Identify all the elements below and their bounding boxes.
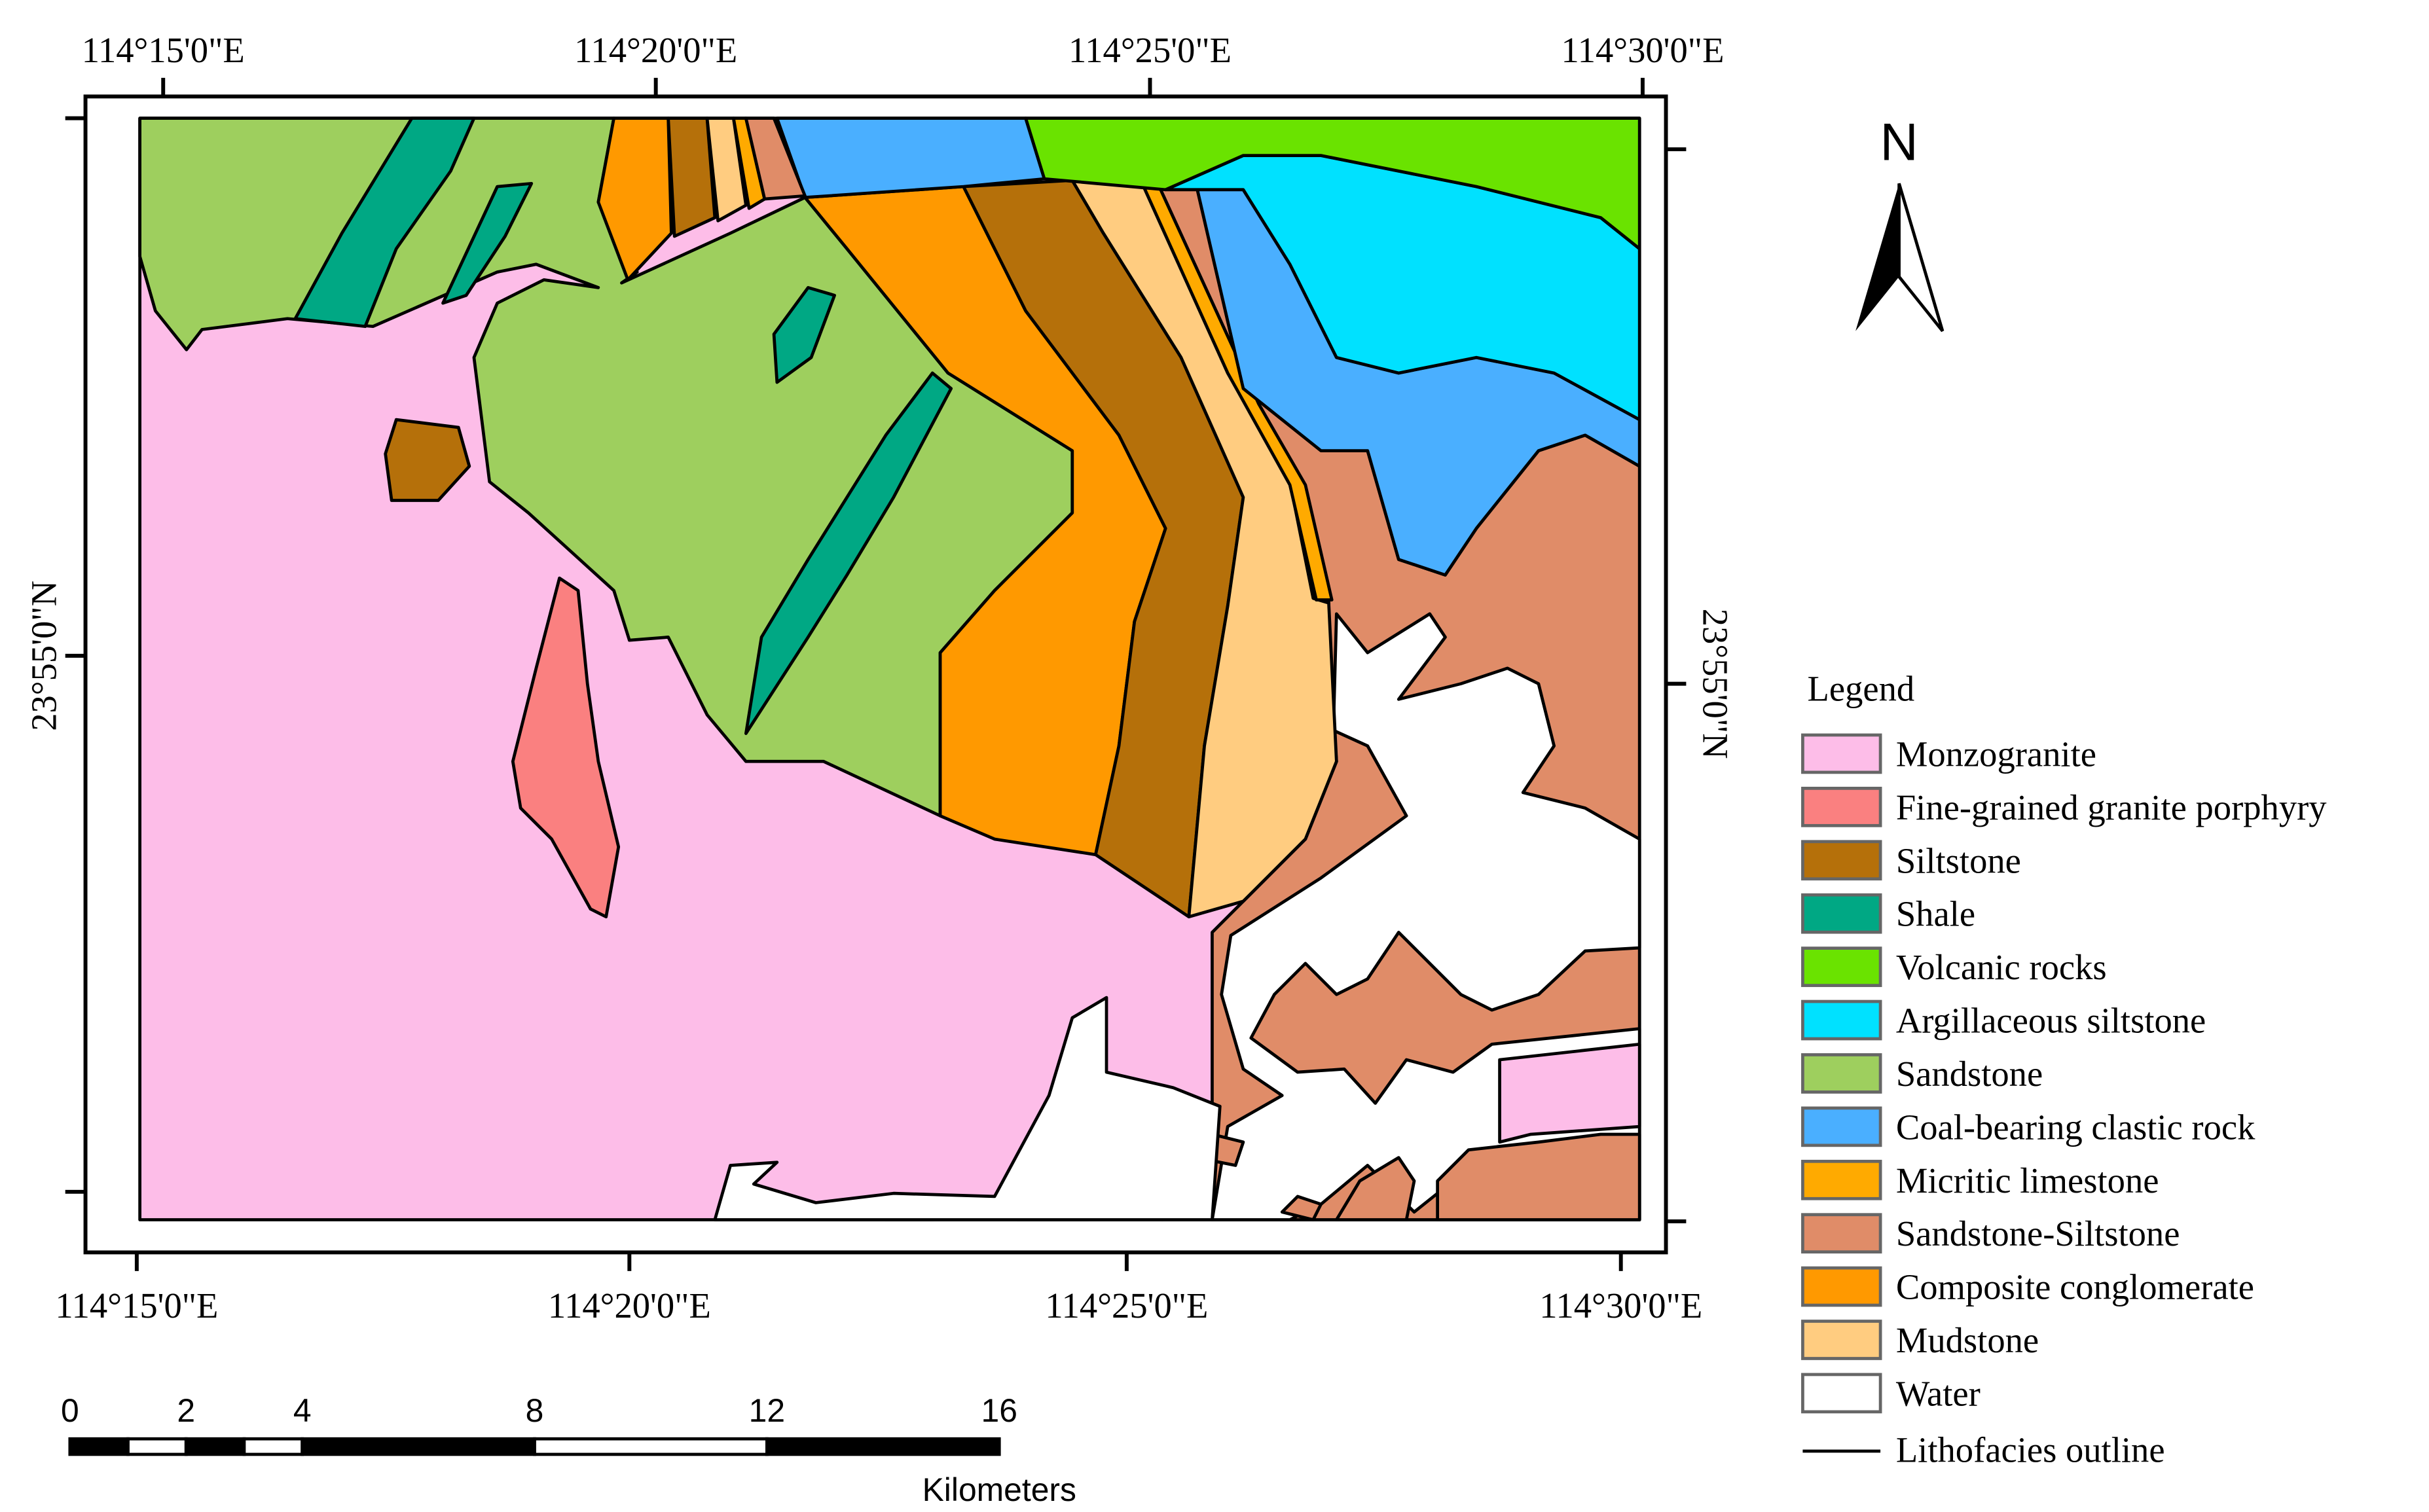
arrow-left (1855, 183, 1899, 331)
scale-label: 0 (61, 1392, 79, 1429)
legend-label: Composite conglomerate (1896, 1267, 2254, 1307)
north-label: N (1880, 113, 1918, 172)
legend-swatch (1801, 946, 1882, 987)
map-frame (83, 94, 1668, 1255)
legend-label: Argillaceous siltstone (1896, 1001, 2206, 1041)
bottom-coordinate: 114°25'0"E (1045, 1286, 1208, 1325)
scale-label: 2 (177, 1392, 195, 1429)
arrow-right (1897, 183, 1945, 333)
legend-label: Mudstone (1896, 1320, 2039, 1360)
lithofacies-unit (384, 418, 471, 502)
lithofacies-unit (293, 117, 476, 329)
lithofacies-unit (1141, 181, 1334, 602)
lithofacies-unit (1498, 1042, 1641, 1144)
top-coordinate: 114°15'0"E (82, 30, 245, 70)
lithofacies-unit (511, 576, 621, 919)
scale-segment (533, 1437, 769, 1456)
scale-unit: Kilometers (922, 1471, 1076, 1508)
top-coordinate: 114°30'0"E (1561, 30, 1724, 70)
legend-label: Micritic limestone (1896, 1161, 2159, 1200)
legend-swatch (1801, 840, 1882, 881)
lithofacies-unit (705, 117, 748, 223)
scale-label: 16 (981, 1392, 1017, 1429)
legend-swatch (1801, 786, 1882, 827)
scale-label: 4 (293, 1392, 312, 1429)
legend-title: Legend (1808, 669, 1915, 709)
scale-segment (765, 1437, 1001, 1456)
legend-swatch (1801, 1213, 1882, 1254)
legend-label: Sandstone-Siltstone (1896, 1214, 2180, 1253)
north-arrow: N (1855, 113, 1945, 333)
frame-ticks (65, 77, 1687, 1271)
scale-segment (301, 1437, 536, 1456)
legend-label: Sandstone (1896, 1054, 2043, 1094)
legend-label: Monzogranite (1896, 734, 2096, 774)
bottom-coordinate: 114°30'0"E (1539, 1286, 1702, 1325)
lithofacies-unit (441, 181, 534, 305)
lithofacies-unit (744, 371, 953, 735)
legend-swatch (1801, 1373, 1882, 1414)
left-coordinate: 23°55'0"N (24, 581, 64, 731)
legend-swatch (1801, 1106, 1882, 1147)
scale-label: 12 (749, 1392, 785, 1429)
lithofacies-unit (713, 996, 1222, 1221)
legend-swatch (1801, 999, 1882, 1041)
legend-swatch (1801, 1159, 1882, 1200)
lithofacies-unit (1024, 117, 1641, 251)
lithofacies-unit (596, 117, 673, 281)
legend-label: Fine-grained granite porphyry (1896, 787, 2327, 827)
legend-swatch (1801, 1053, 1882, 1094)
map-units (138, 117, 1641, 1221)
bottom-coordinate: 114°20'0"E (548, 1286, 711, 1325)
scale-bar: 0 2 4 8 12 16 Kilometers (61, 1392, 1076, 1508)
legend-label: Lithofacies outline (1896, 1430, 2165, 1470)
lithofacies-unit (1436, 1132, 1641, 1221)
bottom-coordinate: 114°15'0"E (55, 1286, 218, 1325)
scale-segment (68, 1437, 130, 1456)
legend-swatch (1801, 1320, 1882, 1360)
scale-segment (242, 1437, 304, 1456)
legend-swatch (1801, 1266, 1882, 1307)
scale-segment (184, 1437, 246, 1456)
legend-label: Shale (1896, 894, 1975, 934)
legend-label: Volcanic rocks (1896, 947, 2107, 987)
lithofacies-unit (1280, 1195, 1323, 1221)
top-coordinate: 114°25'0"E (1068, 30, 1232, 70)
scale-label: 8 (526, 1392, 544, 1429)
lithofacies-unit (744, 117, 807, 201)
lithofacies-unit (667, 117, 717, 238)
scale-segment (126, 1437, 188, 1456)
top-coordinate: 114°20'0"E (574, 30, 737, 70)
legend-label: Coal-bearing clastic rock (1896, 1107, 2256, 1147)
right-coordinate: 23°55'0"N (1696, 609, 1736, 759)
lithofacies-unit (772, 285, 837, 384)
legend: Monzogranite Fine-grained granite porphyr… (1801, 733, 2327, 1470)
lithofacies-unit (1334, 1156, 1416, 1221)
legend-swatch (1801, 893, 1882, 934)
legend-swatch (1801, 733, 1882, 774)
legend-label: Siltstone (1896, 840, 2021, 880)
legend-label: Water (1896, 1373, 1981, 1413)
